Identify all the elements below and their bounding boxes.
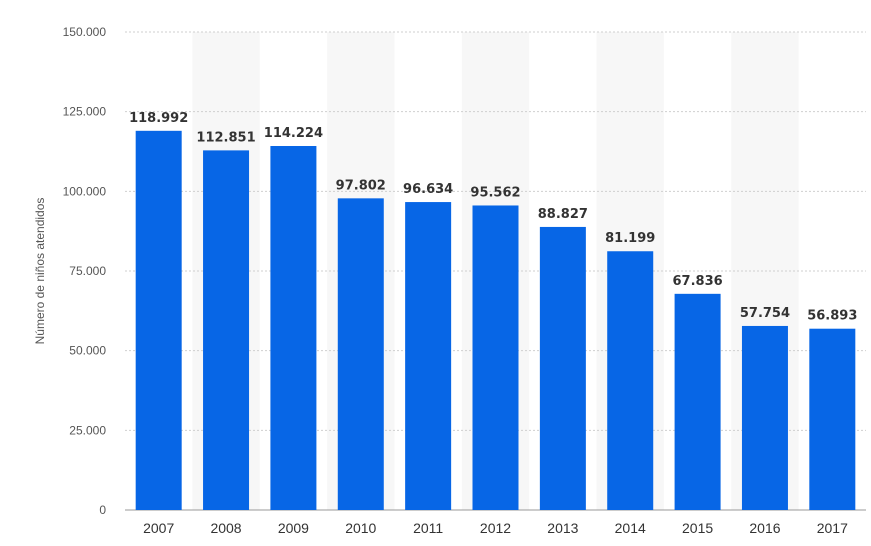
x-tick-label: 2017 [817, 520, 848, 536]
bar [135, 130, 182, 510]
x-tick-label: 2011 [413, 520, 443, 536]
value-labels: 118.992 112.851 114.224 97.802 96.634 95.562 8… [129, 111, 857, 324]
bar [337, 198, 384, 510]
value-label: 88.827 [538, 207, 588, 222]
x-tick-label: 2008 [210, 520, 241, 536]
value-label: 96.634 [403, 182, 453, 197]
x-tick-label: 2013 [547, 520, 578, 536]
value-label: 114.224 [264, 126, 323, 141]
x-tick-label: 2012 [480, 520, 511, 536]
value-label: 97.802 [336, 178, 386, 193]
bar [472, 205, 519, 510]
y-tick-label: 25.000 [69, 423, 106, 437]
bar [270, 146, 317, 511]
x-axis: 2007 2008 2009 2010 2011 2012 2013 2014 2015 2016… [143, 520, 848, 536]
bar [539, 226, 586, 510]
value-label: 56.893 [807, 309, 857, 324]
x-tick-label: 2014 [615, 520, 646, 536]
y-tick-label: 150.000 [63, 25, 107, 39]
y-tick-label: 100.000 [63, 184, 107, 198]
y-tick-label: 125.000 [63, 105, 107, 119]
y-tick-label: 50.000 [69, 344, 106, 358]
y-tick-label: 75.000 [69, 264, 106, 278]
x-tick-label: 2010 [345, 520, 376, 536]
value-label: 67.836 [673, 274, 723, 289]
x-tick-label: 2009 [278, 520, 309, 536]
value-label: 57.754 [740, 306, 790, 321]
bar [203, 150, 250, 511]
bar [405, 202, 452, 511]
value-label: 95.562 [470, 185, 520, 200]
bar [741, 325, 788, 510]
x-tick-label: 2007 [143, 520, 174, 536]
y-axis: 0 25.000 50.000 75.000 100.000 125.000 150.000 [63, 25, 107, 517]
y-tick-label: 0 [99, 503, 106, 517]
value-label: 112.851 [196, 130, 255, 145]
x-tick-label: 2016 [749, 520, 780, 536]
bar [809, 328, 856, 510]
bar [607, 251, 654, 510]
x-tick-label: 2015 [682, 520, 713, 536]
bars [135, 130, 856, 511]
y-axis-title: Número de niños atendidos [33, 198, 47, 345]
value-label: 118.992 [129, 111, 188, 126]
bar [674, 293, 721, 510]
value-label: 81.199 [605, 231, 655, 246]
